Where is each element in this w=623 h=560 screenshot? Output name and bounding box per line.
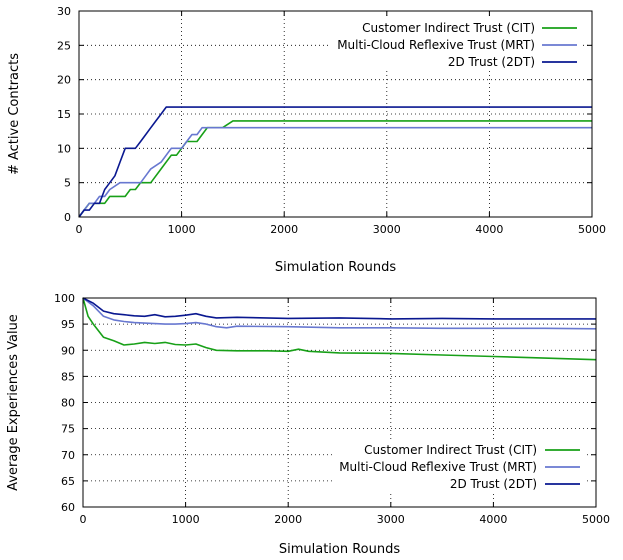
y-tick-label: 5 — [64, 177, 71, 190]
y-tick-label: 65 — [61, 475, 75, 488]
series-line-0 — [82, 297, 597, 361]
legend-background — [330, 52, 582, 69]
x-tick-label: 4000 — [475, 223, 503, 236]
legend-label-2: 2D Trust (2DT) — [450, 477, 537, 491]
series-line-2 — [78, 106, 592, 218]
legend-background — [330, 18, 582, 35]
legend-label-0: Customer Indirect Trust (CIT) — [362, 21, 535, 35]
x-tick-label: 3000 — [377, 513, 405, 526]
y-tick-label: 30 — [57, 5, 71, 18]
legend-label-1: Multi-Cloud Reflexive Trust (MRT) — [339, 460, 537, 474]
legend-background — [332, 474, 585, 491]
x-axis-label: Simulation Rounds — [275, 260, 397, 275]
y-tick-label: 25 — [57, 39, 71, 52]
x-tick-label: 2000 — [270, 223, 298, 236]
x-tick-label: 2000 — [274, 513, 302, 526]
x-tick-label: 3000 — [373, 223, 401, 236]
y-tick-label: 15 — [57, 108, 71, 121]
y-axis-label: Average Experiences Value — [6, 314, 21, 491]
series-line-1 — [82, 297, 597, 330]
chart-active-contracts: 0 1000 2000 3000 4000 5000 0 5 10 15 20 25 30 Simulat… — [7, 5, 606, 275]
y-tick-label: 85 — [61, 370, 75, 383]
y-tick-label: 70 — [61, 449, 75, 462]
y-tick-label: 90 — [61, 344, 75, 357]
x-tick-label: 5000 — [578, 223, 606, 236]
legend-background — [332, 457, 585, 474]
legend-label-2: 2D Trust (2DT) — [448, 55, 535, 69]
x-tick-label: 1000 — [172, 513, 200, 526]
y-tick-label: 0 — [64, 211, 71, 224]
legend-label-1: Multi-Cloud Reflexive Trust (MRT) — [337, 38, 535, 52]
x-tick-label: 0 — [76, 223, 83, 236]
x-tick-label: 5000 — [582, 513, 610, 526]
y-tick-label: 75 — [61, 423, 75, 436]
legend-background — [332, 440, 585, 457]
legend-background — [330, 35, 582, 52]
series-line-2 — [82, 297, 596, 320]
series-line-1 — [78, 126, 592, 218]
y-tick-label: 60 — [61, 501, 75, 514]
y-tick-label: 80 — [61, 397, 75, 410]
x-axis-label: Simulation Rounds — [279, 542, 401, 557]
chart-average-experiences: 0 1000 2000 3000 4000 5000 60 65 70 75 80 85 90 95 100… — [6, 292, 610, 557]
y-tick-label: 10 — [57, 142, 71, 155]
x-tick-label: 1000 — [168, 223, 196, 236]
y-tick-label: 95 — [61, 318, 75, 331]
x-tick-label: 4000 — [479, 513, 507, 526]
y-tick-label: 20 — [57, 74, 71, 87]
y-axis-label: # Active Contracts — [7, 53, 22, 175]
y-tick-label: 100 — [54, 292, 75, 305]
x-tick-label: 0 — [80, 513, 87, 526]
legend-label-0: Customer Indirect Trust (CIT) — [364, 443, 537, 457]
series-line-0 — [78, 120, 592, 218]
